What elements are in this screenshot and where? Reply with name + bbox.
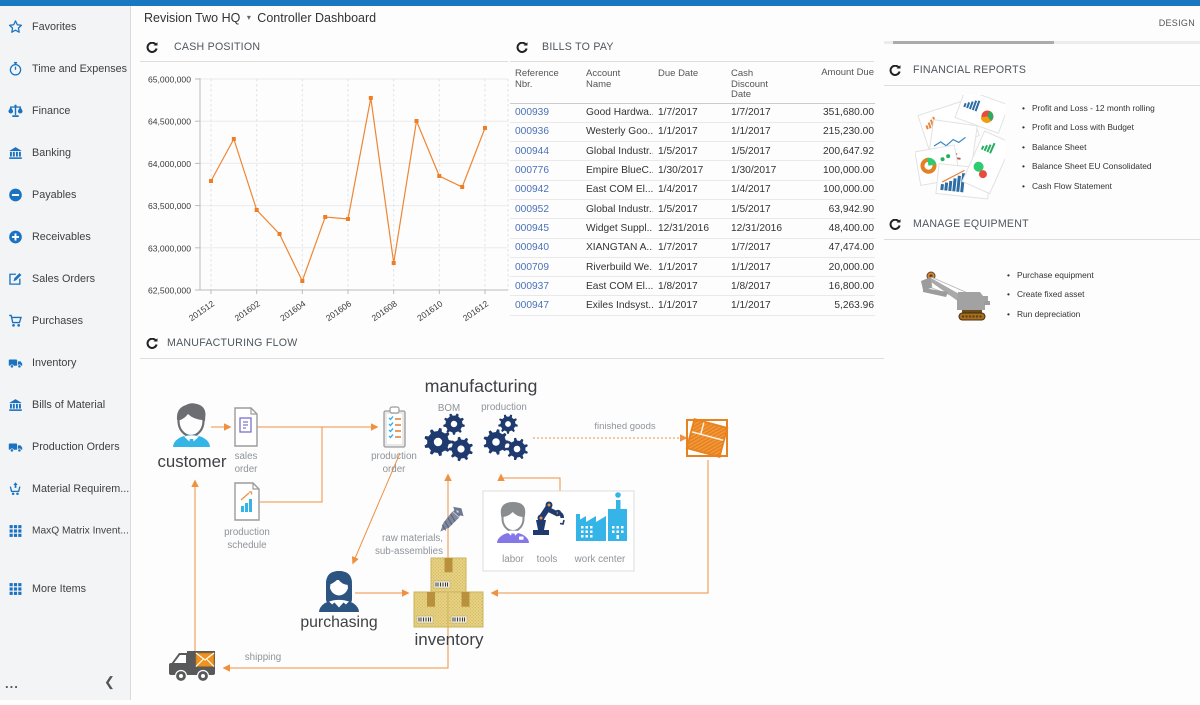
svg-text:customer: customer	[157, 452, 226, 471]
svg-text:production: production	[224, 527, 270, 538]
svg-text:65,000,000: 65,000,000	[148, 75, 191, 85]
svg-text:labor: labor	[502, 554, 525, 565]
svg-text:order: order	[383, 464, 407, 475]
svg-text:201612: 201612	[461, 298, 490, 323]
svg-text:63,500,000: 63,500,000	[148, 201, 191, 211]
svg-text:64,000,000: 64,000,000	[148, 159, 191, 169]
svg-text:201608: 201608	[370, 298, 399, 323]
svg-text:201604: 201604	[278, 298, 307, 323]
svg-text:order: order	[235, 464, 259, 475]
svg-text:201606: 201606	[324, 298, 353, 323]
svg-text:production: production	[371, 451, 417, 462]
svg-text:tools: tools	[537, 554, 558, 565]
svg-text:raw materials,: raw materials,	[382, 533, 443, 544]
svg-text:62,500,000: 62,500,000	[148, 286, 191, 296]
svg-text:schedule: schedule	[227, 540, 267, 551]
svg-text:201610: 201610	[415, 298, 444, 323]
svg-text:finished goods: finished goods	[594, 421, 656, 432]
svg-text:purchasing: purchasing	[300, 614, 377, 631]
svg-text:work center: work center	[574, 554, 626, 565]
svg-text:sales: sales	[235, 451, 258, 462]
svg-text:BOM: BOM	[438, 403, 460, 414]
svg-text:201602: 201602	[233, 298, 262, 323]
svg-text:63,000,000: 63,000,000	[148, 243, 191, 253]
svg-text:manufacturing: manufacturing	[425, 376, 538, 396]
svg-text:201512: 201512	[187, 298, 216, 323]
svg-text:production: production	[481, 402, 527, 413]
svg-text:shipping: shipping	[245, 652, 282, 663]
svg-text:inventory: inventory	[415, 630, 484, 649]
svg-text:sub-assemblies: sub-assemblies	[375, 546, 443, 557]
svg-text:64,500,000: 64,500,000	[148, 117, 191, 127]
